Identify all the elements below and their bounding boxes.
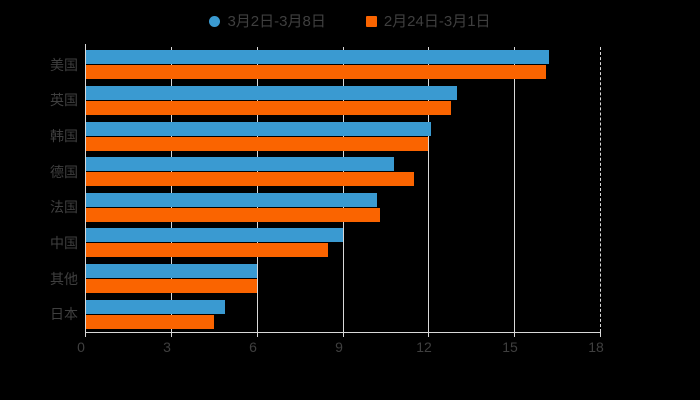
gridline bbox=[600, 47, 601, 332]
y-axis-label-4: 法国 bbox=[50, 199, 78, 216]
bar[interactable] bbox=[85, 65, 546, 80]
legend-square-marker-icon bbox=[365, 15, 377, 27]
bar[interactable] bbox=[85, 192, 377, 207]
gridline bbox=[257, 47, 258, 332]
gridline bbox=[428, 47, 429, 332]
gridline bbox=[514, 47, 515, 332]
bar-group bbox=[85, 50, 600, 80]
plot-area bbox=[85, 47, 601, 332]
bar-group bbox=[85, 85, 600, 115]
bar[interactable] bbox=[85, 157, 394, 172]
bar[interactable] bbox=[85, 121, 432, 136]
x-axis-label-1: 3 bbox=[163, 339, 171, 355]
x-axis-tick bbox=[343, 332, 344, 337]
gridline bbox=[171, 47, 172, 332]
legend-label-series-0: 3月2日-3月8日 bbox=[227, 12, 326, 30]
bar[interactable] bbox=[85, 279, 257, 294]
x-axis-label-2: 6 bbox=[249, 339, 257, 355]
bar[interactable] bbox=[85, 100, 452, 115]
legend-circle-marker-icon bbox=[209, 15, 221, 27]
x-axis-tick bbox=[171, 332, 172, 337]
bar-group bbox=[85, 192, 600, 222]
bar[interactable] bbox=[85, 243, 329, 258]
bars-layer bbox=[85, 47, 600, 332]
bar-group bbox=[85, 121, 600, 151]
x-axis-label-5: 15 bbox=[502, 339, 518, 355]
legend-item-series-0[interactable]: 3月2日-3月8日 bbox=[209, 12, 326, 30]
y-axis-label-6: 其他 bbox=[50, 270, 78, 287]
y-axis-label-3: 德国 bbox=[50, 163, 78, 180]
bar[interactable] bbox=[85, 50, 549, 65]
x-axis-tick bbox=[514, 332, 515, 337]
x-axis-tick bbox=[600, 332, 601, 337]
x-axis-tick bbox=[257, 332, 258, 337]
bar[interactable] bbox=[85, 85, 457, 100]
y-axis-line bbox=[85, 44, 86, 335]
bar[interactable] bbox=[85, 172, 415, 187]
x-axis-value-labels: 0 3 6 9 12 15 18 bbox=[0, 336, 700, 358]
y-axis-label-0: 美国 bbox=[50, 56, 78, 73]
bar-group bbox=[85, 299, 600, 329]
bar-group bbox=[85, 264, 600, 294]
bar[interactable] bbox=[85, 136, 429, 151]
x-axis-label-3: 9 bbox=[335, 339, 343, 355]
bar[interactable] bbox=[85, 264, 257, 279]
x-axis-tick bbox=[428, 332, 429, 337]
x-axis-label-6: 18 bbox=[588, 339, 604, 355]
x-axis-tick bbox=[85, 332, 86, 337]
legend-label-series-1: 2月24日-3月1日 bbox=[383, 12, 491, 30]
x-axis-label-0: 0 bbox=[77, 339, 85, 355]
bar[interactable] bbox=[85, 299, 226, 314]
y-axis-label-5: 中国 bbox=[50, 234, 78, 251]
x-axis-label-4: 12 bbox=[416, 339, 432, 355]
bar[interactable] bbox=[85, 314, 214, 329]
chart-legend: 3月2日-3月8日 2月24日-3月1日 bbox=[0, 8, 700, 34]
bar[interactable] bbox=[85, 207, 380, 222]
y-axis-label-2: 韩国 bbox=[50, 128, 78, 145]
y-axis-label-7: 日本 bbox=[50, 306, 78, 323]
y-axis-category-labels: 美国英国韩国德国法国中国其他日本 bbox=[0, 47, 78, 332]
bar-group bbox=[85, 157, 600, 187]
gridline bbox=[343, 47, 344, 332]
bar[interactable] bbox=[85, 228, 343, 243]
legend-item-series-1[interactable]: 2月24日-3月1日 bbox=[365, 12, 491, 30]
bar-group bbox=[85, 228, 600, 258]
y-axis-label-1: 英国 bbox=[50, 92, 78, 109]
